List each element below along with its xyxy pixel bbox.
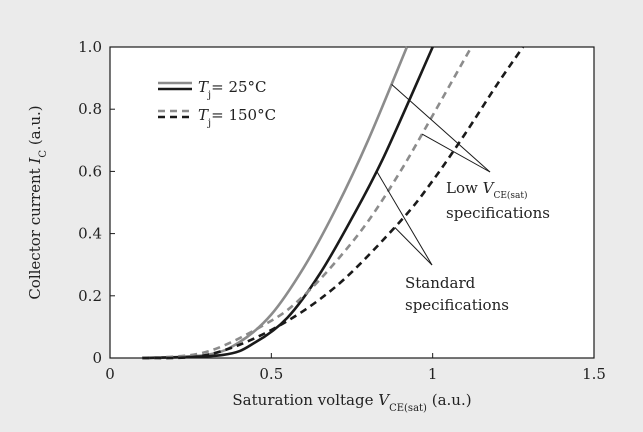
- series-line-low-25c: [142, 46, 409, 360]
- axis-labels: Saturation voltage VCE(sat) (a.u.) Collec…: [26, 105, 472, 413]
- annotation-leader-line: [394, 227, 433, 266]
- annotation-leader-line: [391, 83, 491, 173]
- x-tick-label: 0.5: [259, 365, 283, 383]
- x-axis-label: Saturation voltage VCE(sat) (a.u.): [232, 391, 471, 414]
- legend-label-0: Tj= 25°C: [198, 78, 267, 101]
- annotation-low-line1: Low VCE(sat): [446, 179, 528, 201]
- legend-label-1: Tj= 150°C: [198, 106, 276, 129]
- y-tick-label: 0.4: [78, 225, 102, 243]
- x-tick-label: 1: [428, 365, 438, 383]
- annotation-layer: Low VCE(sat) specifications Standard specif…: [376, 83, 550, 314]
- y-tick-label: 1.0: [78, 38, 102, 56]
- series-line-standard-25c: [142, 46, 434, 360]
- annotation-leader-line: [376, 171, 433, 266]
- x-tick-label: 0: [105, 365, 115, 383]
- y-tick-label: 0.8: [78, 100, 102, 118]
- x-tick-label: 1.5: [582, 365, 606, 383]
- series-line-standard-150c: [142, 46, 525, 360]
- plot-area: [109, 46, 595, 359]
- annotation-standard-line2: specifications: [405, 296, 509, 314]
- y-axis-label: Collector current IC (a.u.): [26, 105, 49, 299]
- y-tick-label: 0: [92, 349, 102, 367]
- annotation-leader-line: [421, 133, 491, 173]
- series-layer: [142, 46, 525, 360]
- annotation-standard-line1: Standard: [405, 274, 476, 292]
- legend: Tj= 25°C Tj= 150°C: [158, 78, 276, 129]
- axis-ticks: 0 0.5 1 1.5 0 0.2 0.4 0.6 0.8 1.0: [78, 38, 606, 383]
- y-tick-label: 0.2: [78, 287, 102, 305]
- y-tick-label: 0.6: [78, 162, 102, 180]
- series-line-low-150c: [142, 46, 473, 360]
- annotation-low-line2: specifications: [446, 204, 550, 222]
